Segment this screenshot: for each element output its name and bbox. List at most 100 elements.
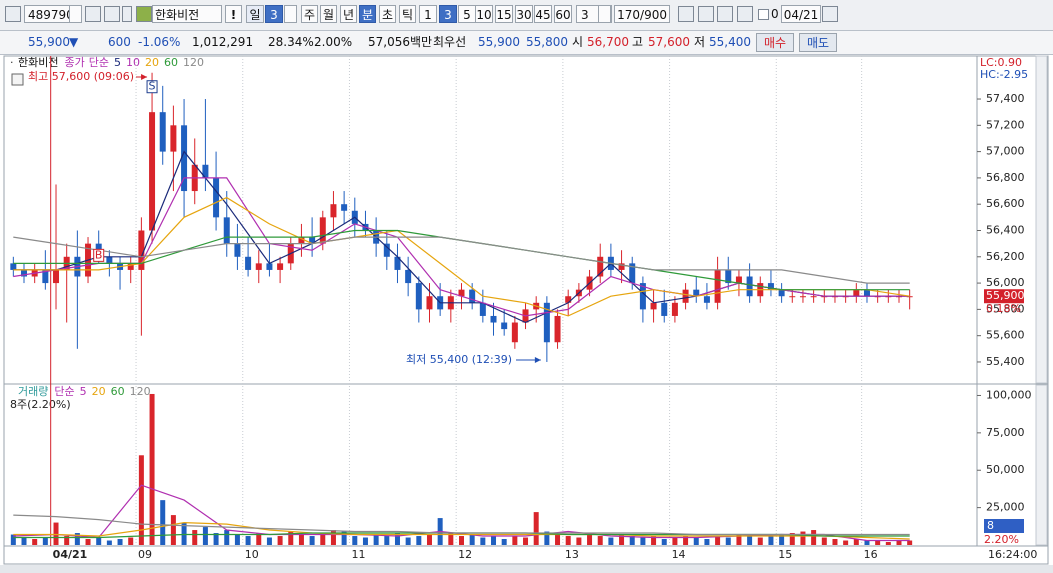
count-input[interactable]: 170/900 bbox=[614, 5, 670, 23]
amount: 57,056백만 bbox=[368, 35, 433, 49]
interval-option[interactable]: 1 bbox=[419, 5, 437, 23]
interval-option[interactable]: 30 bbox=[515, 5, 533, 23]
quote-bar: 55,900 ▼ 600 -1.06% 1,012,291 28.34% 2.0… bbox=[0, 31, 1053, 55]
period-option[interactable]: 월 bbox=[320, 5, 337, 23]
volume-bar bbox=[256, 533, 262, 545]
candle-body bbox=[255, 263, 262, 270]
period-option[interactable]: 년 bbox=[340, 5, 357, 23]
period-dropdown[interactable] bbox=[284, 5, 297, 23]
code-dropdown[interactable] bbox=[69, 5, 82, 23]
candle-body bbox=[490, 315, 497, 323]
settings-icon[interactable] bbox=[737, 6, 753, 22]
buy-button[interactable]: 매수 bbox=[756, 33, 794, 52]
volume-bar bbox=[779, 534, 785, 545]
sound-icon[interactable] bbox=[104, 6, 120, 22]
candle-body bbox=[138, 230, 145, 270]
volume-bar bbox=[789, 533, 795, 545]
candle-body bbox=[778, 289, 785, 297]
checkbox[interactable] bbox=[758, 9, 769, 20]
volume-bar bbox=[885, 542, 891, 545]
candle-body bbox=[415, 283, 422, 310]
high: 57,600 bbox=[648, 35, 690, 49]
open-label: 시 bbox=[572, 35, 584, 49]
volume-bar bbox=[298, 534, 304, 545]
volume-bar bbox=[288, 531, 294, 545]
change: 600 bbox=[108, 35, 131, 49]
volume-bar bbox=[469, 534, 475, 545]
candle-body bbox=[618, 263, 625, 270]
date-input[interactable]: 04/21 bbox=[781, 5, 821, 23]
interval-option[interactable]: 5 bbox=[458, 5, 476, 23]
candle-body bbox=[543, 302, 550, 343]
save-icon[interactable] bbox=[717, 6, 733, 22]
volume-bar bbox=[181, 522, 187, 545]
low-label: 저 bbox=[694, 35, 706, 49]
calendar-icon[interactable] bbox=[822, 6, 838, 22]
candle-body bbox=[170, 125, 177, 152]
sell-button[interactable]: 매도 bbox=[799, 33, 837, 52]
arrow-icon[interactable] bbox=[122, 6, 132, 22]
time-label: 14 bbox=[672, 548, 686, 561]
period-button[interactable]: 일 bbox=[246, 5, 264, 23]
volume-bar bbox=[10, 534, 16, 545]
code-input[interactable]: 489790 bbox=[24, 5, 82, 23]
volume-bar bbox=[224, 530, 230, 545]
interval-option[interactable]: 15 bbox=[495, 5, 513, 23]
interval-option[interactable]: 3 bbox=[439, 5, 457, 23]
current-pct: 0.18% bbox=[986, 302, 1021, 315]
high-label: 고 bbox=[632, 35, 644, 49]
period-option[interactable]: 초 bbox=[379, 5, 396, 23]
candle-body bbox=[682, 289, 689, 303]
volume-bar bbox=[853, 539, 859, 545]
scroll-bar[interactable] bbox=[0, 565, 1053, 573]
volume-bar bbox=[661, 539, 667, 545]
period-option[interactable]: 분 bbox=[359, 5, 376, 23]
volume-bar bbox=[117, 539, 123, 545]
y-tick-label: 57,000 bbox=[986, 145, 1025, 158]
volume-bar bbox=[864, 540, 870, 545]
table-icon[interactable] bbox=[11, 73, 24, 86]
time-label: 11 bbox=[351, 548, 365, 561]
volume-bar bbox=[213, 533, 219, 545]
interval-option[interactable]: 10 bbox=[475, 5, 493, 23]
alert-button[interactable]: ! bbox=[225, 5, 242, 23]
panel-scroll[interactable] bbox=[1035, 384, 1048, 546]
volume-bar bbox=[74, 533, 80, 545]
volume-bar bbox=[64, 536, 70, 545]
candle-body bbox=[234, 243, 241, 257]
volume-bar bbox=[341, 531, 347, 545]
period-option[interactable]: 주 bbox=[301, 5, 318, 23]
low: 55,400 bbox=[709, 35, 751, 49]
volume-bar bbox=[192, 530, 198, 545]
legend-entry: 20 bbox=[92, 385, 106, 398]
interval-option[interactable]: 60 bbox=[554, 5, 572, 23]
volume-bar bbox=[651, 536, 657, 545]
search-icon[interactable] bbox=[85, 6, 101, 22]
candle-body bbox=[735, 276, 742, 284]
panel-scroll[interactable] bbox=[1035, 55, 1048, 384]
time-label: 15 bbox=[778, 548, 792, 561]
menu-icon[interactable] bbox=[5, 6, 21, 22]
tool-icon[interactable] bbox=[698, 6, 714, 22]
stock-name[interactable]: 한화비전 bbox=[152, 5, 222, 23]
volume-bar bbox=[106, 540, 112, 545]
ma-line bbox=[13, 196, 910, 317]
volume-bar bbox=[21, 537, 27, 545]
tool-icon[interactable] bbox=[678, 6, 694, 22]
candle-body bbox=[245, 256, 252, 270]
volume-bar bbox=[725, 537, 731, 545]
period-count[interactable]: 3 bbox=[265, 5, 283, 23]
y-tick-label: 56,800 bbox=[986, 171, 1025, 184]
signal-box bbox=[146, 80, 158, 94]
legend-label: 단순 bbox=[54, 385, 74, 398]
y-tick-label: 56,000 bbox=[986, 276, 1025, 289]
candle-body bbox=[159, 112, 166, 152]
legend-entry: 120 bbox=[130, 385, 151, 398]
interval-option[interactable]: 45 bbox=[534, 5, 552, 23]
candle-body bbox=[426, 296, 433, 310]
candle-body bbox=[383, 243, 390, 257]
interval-dropdown[interactable] bbox=[598, 5, 611, 23]
candle-body bbox=[671, 302, 678, 316]
period-option[interactable]: 틱 bbox=[399, 5, 416, 23]
